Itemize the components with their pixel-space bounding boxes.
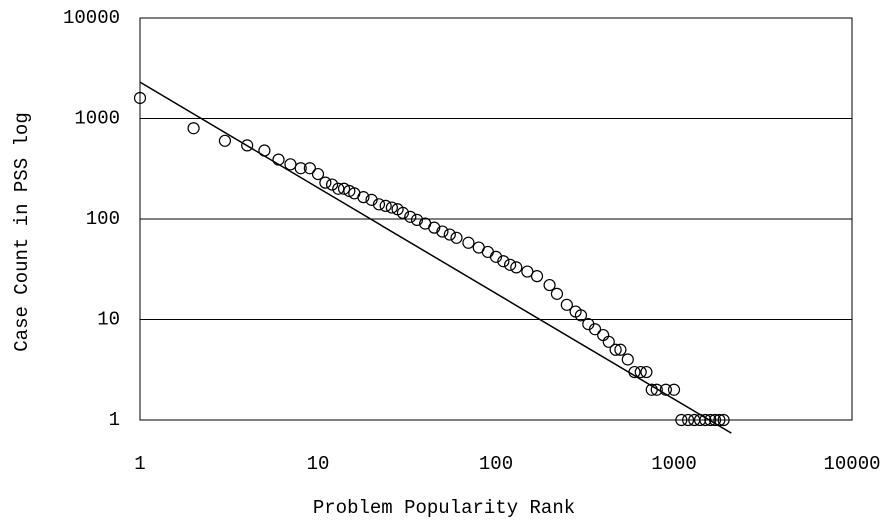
x-tick-label: 10000 — [823, 453, 880, 475]
y-axis-label: Case Count in PSS log — [11, 112, 33, 351]
point — [325, 178, 339, 191]
x-tick-label: 10 — [307, 453, 330, 475]
point — [699, 413, 712, 427]
point — [241, 139, 254, 152]
point — [337, 182, 351, 195]
y-tick-label: 100 — [86, 208, 120, 230]
y-tick-label: 10 — [97, 309, 120, 331]
point — [681, 413, 695, 427]
point — [675, 413, 688, 427]
point — [704, 413, 717, 427]
point — [640, 365, 653, 379]
point — [521, 265, 534, 278]
point — [187, 122, 200, 135]
point — [294, 162, 307, 175]
point — [218, 134, 232, 147]
plot-frame — [139, 17, 853, 421]
point — [717, 413, 730, 427]
point — [272, 153, 285, 166]
point — [560, 298, 573, 311]
point — [319, 176, 332, 189]
point — [379, 199, 392, 213]
x-tick-label: 1 — [134, 453, 145, 475]
point — [550, 287, 564, 300]
point — [503, 258, 517, 271]
point — [530, 270, 544, 283]
point — [609, 343, 622, 356]
point — [410, 213, 424, 226]
point — [634, 365, 647, 379]
point — [574, 309, 588, 322]
point — [428, 221, 441, 234]
x-tick-label: 100 — [479, 453, 513, 475]
point — [284, 158, 297, 171]
point — [659, 383, 672, 396]
point — [450, 231, 463, 244]
y-tick-label: 10000 — [63, 7, 120, 29]
point — [443, 228, 456, 241]
point — [385, 201, 398, 214]
point — [133, 91, 147, 105]
point — [462, 236, 475, 249]
point — [667, 383, 681, 396]
point — [311, 167, 325, 181]
y-tick-label: 1000 — [74, 108, 120, 130]
point — [357, 191, 370, 204]
trend-line — [139, 81, 732, 434]
point — [303, 162, 316, 175]
x-axis-label: Problem Popularity Rank — [313, 497, 575, 519]
point — [588, 323, 602, 336]
y-tick-label: 1 — [109, 409, 120, 431]
point — [396, 206, 410, 219]
point — [404, 210, 417, 223]
x-tick-label: 1000 — [651, 453, 697, 475]
point — [489, 250, 503, 263]
point — [621, 353, 634, 366]
point — [372, 198, 386, 211]
point — [650, 383, 663, 396]
point — [597, 328, 610, 342]
point — [614, 343, 627, 356]
point — [481, 245, 494, 259]
point — [365, 193, 378, 206]
point — [543, 278, 556, 292]
point — [510, 261, 523, 274]
point — [602, 335, 615, 348]
point — [497, 255, 510, 268]
point — [436, 225, 449, 238]
